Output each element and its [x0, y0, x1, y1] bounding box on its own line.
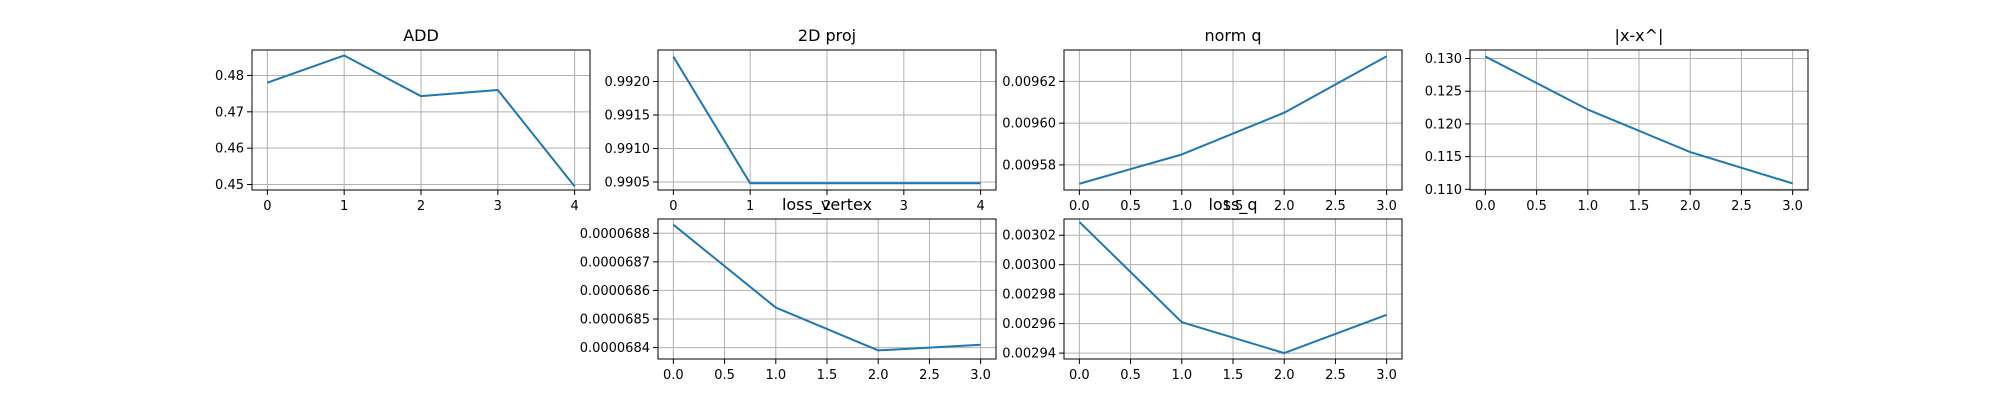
x-tick-label: 4 [976, 199, 984, 214]
y-tick-label: 0.46 [215, 142, 244, 157]
series-line-add [267, 54, 576, 187]
y-tick-label: 0.48 [215, 69, 244, 84]
x-tick-label: 1.5 [1223, 368, 1244, 383]
y-tick-label: 0.9920 [605, 75, 651, 90]
x-tick-label: 0 [263, 199, 271, 214]
x-tick-label: 3 [494, 199, 502, 214]
y-tick-label: 0.110 [1425, 183, 1462, 198]
x-tick-label: 0.5 [1120, 368, 1141, 383]
chart-title-loss-vertex: loss_vertex [782, 195, 872, 215]
x-tick-label: 1.0 [1577, 199, 1598, 214]
x-tick-label: 2.0 [868, 368, 889, 383]
x-tick-label: 1.0 [1171, 199, 1192, 214]
x-tick-label: 2.0 [1680, 199, 1701, 214]
y-tick-label: 0.125 [1425, 85, 1462, 100]
x-tick-label: 2 [417, 199, 425, 214]
x-tick-label: 1.5 [1223, 199, 1244, 214]
series-line-loss-vertex [672, 223, 981, 352]
x-tick-label: 3.0 [970, 368, 991, 383]
x-tick-label: 3.0 [1782, 199, 1803, 214]
subplot-2d-proj: 0 1 2 3 4 0.9905 0.9910 0.9915 0.9920 2D proj [605, 26, 997, 214]
x-tick-label: 0.5 [1526, 199, 1547, 214]
x-tick-label: 4 [570, 199, 578, 214]
x-tick-label: 0.0 [663, 368, 684, 383]
y-tick-label: 0.00958 [1002, 158, 1056, 173]
x-tick-label: 3.0 [1376, 368, 1397, 383]
x-tick-label: 2.0 [1274, 199, 1295, 214]
y-tick-label: 0.47 [215, 105, 244, 120]
y-tick-label: 0.00962 [1002, 75, 1056, 90]
y-tick-label: 0.0000688 [580, 227, 650, 242]
y-tick-label: 0.0000684 [580, 341, 650, 356]
series-line-norm-q [1079, 55, 1388, 185]
x-tick-label: 2 [823, 199, 831, 214]
y-tick-label: 0.120 [1425, 117, 1462, 132]
subplot-loss-vertex: 0.0 0.5 1.0 1.5 2.0 2.5 3.0 0.0000684 0.0000685 0… [580, 195, 997, 383]
chart-title-x-err: |x-x^| [1615, 26, 1664, 45]
x-tick-label: 0.5 [1120, 199, 1141, 214]
x-tick-label: 1 [340, 199, 348, 214]
y-tick-label: 0.9905 [605, 175, 651, 190]
y-tick-label: 0.00300 [1002, 258, 1056, 273]
y-tick-label: 0.00298 [1002, 288, 1056, 303]
x-tick-label: 0.5 [714, 368, 735, 383]
x-tick-label: 3 [900, 199, 908, 214]
series-line-2d-proj [672, 56, 981, 185]
y-tick-label: 0.0000687 [580, 255, 650, 270]
subplot-norm-q: 0.0 0.5 1.0 1.5 2.0 2.5 3.0 0.00958 0.00960 0.009… [1002, 26, 1403, 214]
y-tick-label: 0.9910 [605, 142, 651, 157]
y-tick-label: 0.00294 [1002, 347, 1056, 362]
x-tick-label: 0.0 [1069, 368, 1090, 383]
y-tick-label: 0.0000686 [580, 284, 650, 299]
y-tick-label: 0.130 [1425, 52, 1462, 67]
y-tick-label: 0.00960 [1002, 117, 1056, 132]
x-tick-label: 0.0 [1069, 199, 1090, 214]
x-tick-label: 1 [746, 199, 754, 214]
x-tick-label: 2.5 [1731, 199, 1752, 214]
subplot-x-err: 0.0 0.5 1.0 1.5 2.0 2.5 3.0 0.110 0.115 0.120 0.12… [1425, 26, 1809, 214]
series-line-x-err [1484, 55, 1793, 185]
y-tick-label: 0.115 [1425, 150, 1462, 165]
chart-title-norm-q: norm q [1204, 26, 1261, 45]
chart-title-2d-proj: 2D proj [798, 26, 856, 45]
x-tick-label: 0 [669, 199, 677, 214]
x-tick-label: 2.5 [919, 368, 940, 383]
x-tick-label: 2.5 [1325, 199, 1346, 214]
series-line-loss-q [1078, 221, 1387, 355]
y-tick-label: 0.45 [215, 178, 244, 193]
x-tick-label: 1.5 [1629, 199, 1650, 214]
x-tick-label: 1.5 [817, 368, 838, 383]
x-tick-label: 2.0 [1274, 368, 1295, 383]
subplot-loss-q: 0.0 0.5 1.0 1.5 2.0 2.5 3.0 0.00294 0.00296 0.002… [1002, 195, 1403, 383]
x-tick-label: 0.0 [1475, 199, 1496, 214]
chart-title-add: ADD [403, 26, 439, 45]
y-tick-label: 0.00302 [1002, 229, 1056, 244]
y-tick-label: 0.9915 [605, 108, 651, 123]
chart-title-loss-q: loss_q [1208, 195, 1257, 215]
y-tick-label: 0.00296 [1002, 317, 1056, 332]
x-tick-label: 3.0 [1376, 199, 1397, 214]
y-tick-label: 0.0000685 [580, 313, 650, 328]
x-tick-label: 1.0 [1171, 368, 1192, 383]
x-tick-label: 2.5 [1325, 368, 1346, 383]
subplot-add: 0 1 2 3 4 0.45 0.46 0.47 0.48 ADD [215, 26, 591, 214]
x-tick-label: 1.0 [765, 368, 786, 383]
